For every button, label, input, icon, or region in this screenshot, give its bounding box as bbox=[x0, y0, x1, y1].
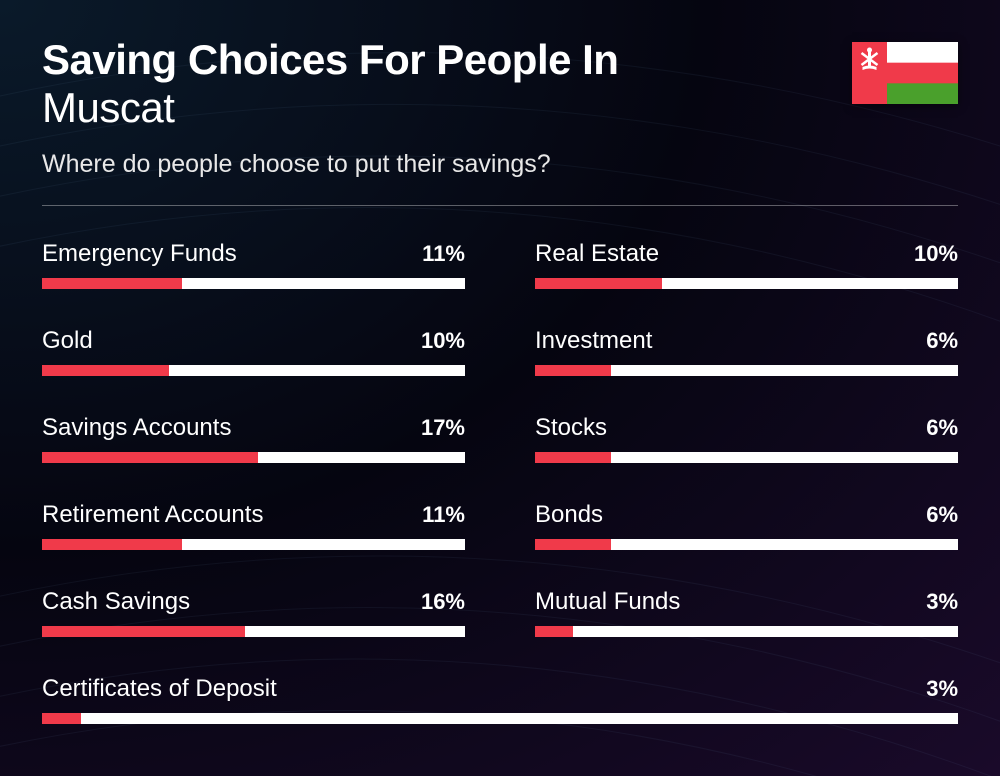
bar-value: 16% bbox=[421, 589, 465, 615]
bar-fill bbox=[42, 539, 182, 550]
bar-track bbox=[535, 278, 958, 289]
bar-item: Emergency Funds 11% bbox=[42, 240, 465, 289]
bar-label: Investment bbox=[535, 327, 652, 355]
bar-fill bbox=[535, 365, 611, 376]
bar-item-head: Emergency Funds 11% bbox=[42, 240, 465, 268]
bar-item: Real Estate 10% bbox=[535, 240, 958, 289]
bar-item-head: Savings Accounts 17% bbox=[42, 414, 465, 442]
bar-label: Savings Accounts bbox=[42, 414, 231, 442]
bar-fill bbox=[42, 452, 258, 463]
bar-item: Investment 6% bbox=[535, 327, 958, 376]
bar-fill bbox=[42, 278, 182, 289]
bar-value: 6% bbox=[926, 502, 958, 528]
bar-fill bbox=[42, 713, 81, 724]
bar-fill bbox=[42, 365, 169, 376]
bar-item-head: Bonds 6% bbox=[535, 501, 958, 529]
title-block: Saving Choices For People In Muscat Wher… bbox=[42, 38, 852, 179]
bar-item-head: Stocks 6% bbox=[535, 414, 958, 442]
bar-label: Emergency Funds bbox=[42, 240, 237, 268]
bar-track bbox=[535, 626, 958, 637]
bar-value: 6% bbox=[926, 415, 958, 441]
bar-fill bbox=[535, 626, 573, 637]
title-main: Saving Choices For People In bbox=[42, 38, 852, 82]
divider bbox=[42, 205, 958, 206]
bar-label: Bonds bbox=[535, 501, 603, 529]
bar-item-head: Mutual Funds 3% bbox=[535, 588, 958, 616]
bar-item-head: Investment 6% bbox=[535, 327, 958, 355]
bar-track bbox=[535, 539, 958, 550]
header-row: Saving Choices For People In Muscat Wher… bbox=[42, 38, 958, 179]
bar-track bbox=[42, 626, 465, 637]
bar-item: Gold 10% bbox=[42, 327, 465, 376]
bar-value: 11% bbox=[422, 502, 465, 528]
bar-value: 11% bbox=[422, 241, 465, 267]
bar-track bbox=[42, 539, 465, 550]
bar-track bbox=[42, 713, 958, 724]
bar-fill bbox=[535, 452, 611, 463]
bar-value: 3% bbox=[926, 676, 958, 702]
bar-fill bbox=[535, 539, 611, 550]
content: Saving Choices For People In Muscat Wher… bbox=[0, 0, 1000, 762]
bar-label: Real Estate bbox=[535, 240, 659, 268]
bar-label: Stocks bbox=[535, 414, 607, 442]
bar-fill bbox=[535, 278, 662, 289]
bar-label: Gold bbox=[42, 327, 93, 355]
bar-value: 10% bbox=[421, 328, 465, 354]
bar-item-head: Certificates of Deposit 3% bbox=[42, 675, 958, 703]
bar-track bbox=[535, 365, 958, 376]
bar-value: 17% bbox=[421, 415, 465, 441]
bar-track bbox=[42, 278, 465, 289]
bar-value: 6% bbox=[926, 328, 958, 354]
bar-track bbox=[42, 452, 465, 463]
bar-item-head: Real Estate 10% bbox=[535, 240, 958, 268]
bars-grid: Emergency Funds 11% Real Estate 10% Gold 10% I… bbox=[42, 240, 958, 724]
oman-flag-icon bbox=[852, 42, 958, 104]
bar-item-head: Retirement Accounts 11% bbox=[42, 501, 465, 529]
bar-item: Savings Accounts 17% bbox=[42, 414, 465, 463]
bar-fill bbox=[42, 626, 245, 637]
bar-track bbox=[42, 365, 465, 376]
subtitle: Where do people choose to put their savi… bbox=[42, 150, 852, 179]
bar-label: Cash Savings bbox=[42, 588, 190, 616]
bar-item-head: Gold 10% bbox=[42, 327, 465, 355]
bar-track bbox=[535, 452, 958, 463]
bar-item: Retirement Accounts 11% bbox=[42, 501, 465, 550]
bar-label: Mutual Funds bbox=[535, 588, 680, 616]
bar-item: Stocks 6% bbox=[535, 414, 958, 463]
bar-label: Retirement Accounts bbox=[42, 501, 263, 529]
bar-item: Certificates of Deposit 3% bbox=[42, 675, 958, 724]
bar-label: Certificates of Deposit bbox=[42, 675, 277, 703]
bar-item-head: Cash Savings 16% bbox=[42, 588, 465, 616]
bar-item: Mutual Funds 3% bbox=[535, 588, 958, 637]
title-city: Muscat bbox=[42, 84, 852, 132]
bar-value: 10% bbox=[914, 241, 958, 267]
bar-value: 3% bbox=[926, 589, 958, 615]
bar-item: Bonds 6% bbox=[535, 501, 958, 550]
bar-item: Cash Savings 16% bbox=[42, 588, 465, 637]
